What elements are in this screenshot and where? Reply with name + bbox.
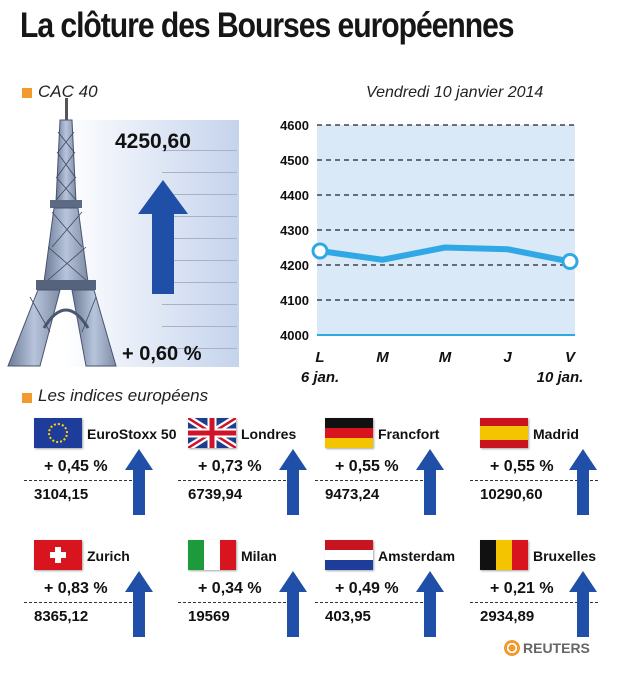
x-tick-label: M: [439, 349, 452, 366]
index-name: Amsterdam: [378, 548, 456, 564]
x-start-label: 6 jan.: [301, 369, 339, 386]
flag-ch-icon: [34, 540, 82, 570]
cac-panel: [62, 120, 239, 367]
index-divider: [470, 602, 598, 603]
cac-label: CAC 40: [38, 82, 98, 101]
indices-bullet: [22, 393, 32, 403]
up-arrow-icon: [569, 449, 597, 515]
x-tick-label: V: [565, 349, 577, 366]
index-value: 6739,94: [188, 486, 243, 503]
up-arrow-icon: [125, 449, 153, 515]
index-divider: [470, 480, 598, 481]
credit-label: REUTERS: [504, 640, 590, 656]
flag-be-icon: [480, 540, 528, 570]
cac-up-arrow-icon: [138, 180, 188, 294]
x-tick-label: M: [376, 349, 389, 366]
index-value: 3104,15: [34, 486, 89, 503]
up-arrow-icon: [279, 571, 307, 637]
y-tick-label: 4200: [280, 258, 309, 273]
up-arrow-icon: [125, 571, 153, 637]
cac-value: 4250,60: [115, 130, 191, 153]
index-name: Madrid: [533, 426, 579, 442]
index-value: 403,95: [325, 608, 371, 625]
eiffel-tower-icon: [7, 98, 117, 367]
index-change: + 0,45 %: [44, 458, 108, 475]
y-tick-label: 4100: [280, 293, 309, 308]
chart-date: Vendredi 10 janvier 2014: [366, 84, 544, 101]
credit-text: REUTERS: [523, 640, 590, 656]
index-divider: [315, 480, 433, 481]
index-value: 19569: [188, 608, 230, 625]
index-value: 9473,24: [325, 486, 380, 503]
data-point: [311, 242, 329, 260]
index-value: 8365,12: [34, 608, 89, 625]
up-arrow-icon: [279, 449, 307, 515]
index-value: 10290,60: [480, 486, 543, 503]
index-name: EuroStoxx 50: [87, 426, 177, 442]
flag-it-icon: [188, 540, 236, 570]
index-value: 2934,89: [480, 608, 535, 625]
page-title: La clôture des Bourses européennes: [20, 6, 515, 45]
index-change: + 0,34 %: [198, 580, 262, 597]
index-change: + 0,55 %: [490, 458, 554, 475]
cac-line-chart: 4000 4100 4200 4300 4400 4500 4600 L M M J V 6 jan…: [280, 118, 584, 386]
flag-es-icon: [480, 418, 528, 448]
up-arrow-icon: [416, 449, 444, 515]
index-name: Francfort: [378, 426, 440, 442]
y-tick-label: 4600: [280, 118, 309, 133]
x-tick-label: L: [315, 349, 324, 366]
index-change: + 0,49 %: [335, 580, 399, 597]
index-change: + 0,83 %: [44, 580, 108, 597]
index-divider: [178, 480, 296, 481]
flag-eu-icon: [34, 418, 82, 448]
flag-nl-icon: [325, 540, 373, 570]
y-tick-label: 4300: [280, 223, 309, 238]
index-divider: [178, 602, 296, 603]
x-tick-label: J: [503, 349, 512, 366]
up-arrow-icon: [569, 571, 597, 637]
y-tick-label: 4000: [280, 328, 309, 343]
index-change: + 0,21 %: [490, 580, 554, 597]
index-divider: [24, 480, 142, 481]
flag-uk-icon: [188, 418, 236, 448]
reuters-logo-icon: [504, 640, 520, 656]
index-divider: [315, 602, 433, 603]
index-divider: [24, 602, 142, 603]
y-tick-label: 4500: [280, 153, 309, 168]
index-change: + 0,55 %: [335, 458, 399, 475]
index-name: Zurich: [87, 548, 130, 564]
y-tick-label: 4400: [280, 188, 309, 203]
index-change: + 0,73 %: [198, 458, 262, 475]
index-name: Londres: [241, 426, 297, 442]
index-name: Bruxelles: [533, 548, 597, 564]
series-line: [319, 244, 571, 265]
cac-change: + 0,60 %: [122, 343, 202, 365]
indices-section-label: Les indices européens: [38, 386, 209, 405]
flag-de-icon: [325, 418, 373, 448]
index-name: Milan: [241, 548, 277, 564]
cac-bullet: [22, 88, 32, 98]
x-end-label: 10 jan.: [537, 369, 584, 386]
data-point: [561, 253, 579, 270]
up-arrow-icon: [416, 571, 444, 637]
